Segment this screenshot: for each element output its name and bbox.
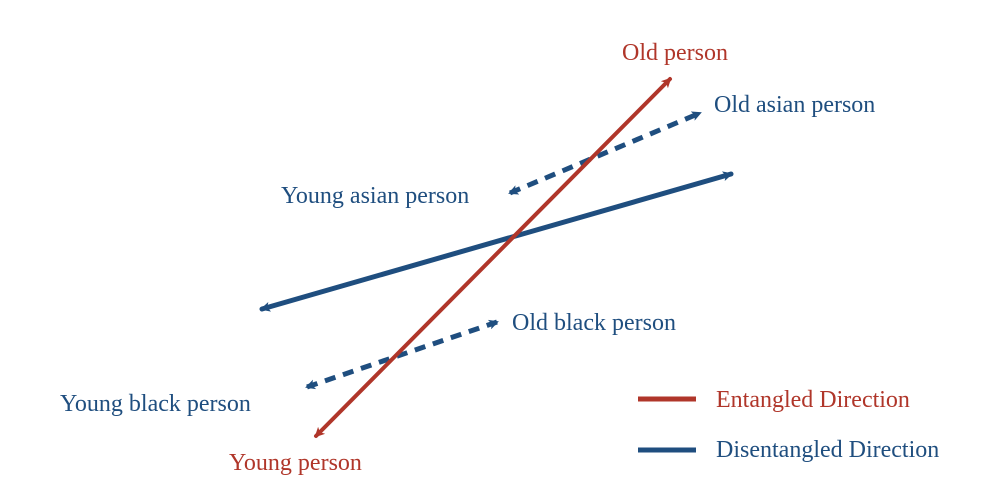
label-young-person: Young person xyxy=(229,450,362,476)
label-young-black-person: Young black person xyxy=(60,391,251,417)
entangled-direction-line xyxy=(314,77,672,438)
label-old-black-person: Old black person xyxy=(512,310,676,336)
label-young-asian-person: Young asian person xyxy=(281,183,469,209)
label-old-person: Old person xyxy=(622,40,728,66)
legend-entangled-label: Entangled Direction xyxy=(716,387,910,413)
label-old-asian-person: Old asian person xyxy=(714,92,875,118)
legend-disentangled-label: Disentangled Direction xyxy=(716,437,939,463)
asian-age-dashed-line xyxy=(508,110,702,196)
legend: Entangled Direction Disentangled Directi… xyxy=(638,387,939,463)
black-age-dashed-line xyxy=(305,319,499,390)
